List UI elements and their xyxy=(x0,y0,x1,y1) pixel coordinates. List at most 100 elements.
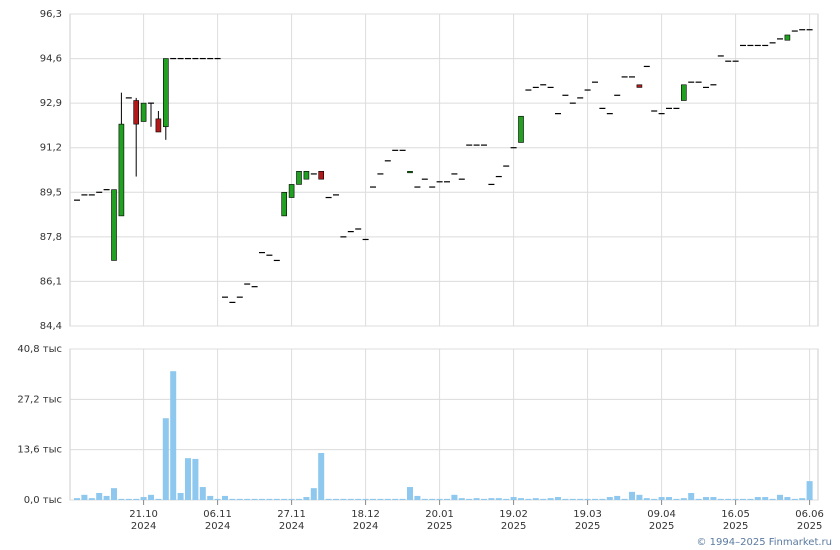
volume-bar xyxy=(436,498,443,500)
volume-bar xyxy=(806,481,813,500)
candle-body xyxy=(407,171,413,174)
volume-bar xyxy=(599,498,606,500)
volume-bar xyxy=(503,498,510,500)
volume-bar xyxy=(236,498,243,500)
volume-tick-label: 13,6 тыс xyxy=(17,445,62,456)
volume-bar xyxy=(510,497,517,500)
x-tick-label-line: 16.05 xyxy=(721,509,750,520)
volume-bar xyxy=(421,498,428,500)
volume-bar xyxy=(777,494,783,500)
candle-body xyxy=(303,171,310,180)
x-tick-label: 19.03 2025 xyxy=(573,509,602,532)
volume-bar xyxy=(207,495,214,500)
volume-bar xyxy=(273,498,280,500)
volume-bar xyxy=(111,488,117,500)
x-tick-label: 20.01 2025 xyxy=(425,509,454,532)
volume-bar xyxy=(340,498,347,500)
volume-bar xyxy=(673,498,680,500)
volume-bar xyxy=(118,498,125,500)
volume-bar xyxy=(466,498,473,500)
volume-bar xyxy=(407,487,413,500)
volume-bar xyxy=(251,498,258,500)
volume-bar xyxy=(643,498,650,500)
volume-bar xyxy=(259,498,265,500)
x-tick-label-line: 06.11 xyxy=(203,509,232,520)
volume-bar xyxy=(377,498,384,500)
volume-bar xyxy=(592,498,598,500)
volume-bar xyxy=(384,498,391,500)
volume-bar xyxy=(614,495,621,500)
x-tick-label-line: 2024 xyxy=(131,521,156,532)
volume-bar xyxy=(473,498,480,500)
y-tick-label: 91,2 xyxy=(40,143,62,154)
x-tick-label-line: 09.04 xyxy=(647,509,676,520)
y-tick-label: 94,6 xyxy=(40,54,62,65)
volume-bar xyxy=(244,498,251,500)
candle-body xyxy=(518,115,524,143)
x-tick-label-line: 20.01 xyxy=(425,509,454,520)
volume-bar xyxy=(518,498,524,500)
volume-bar xyxy=(88,498,95,500)
x-tick-label-line: 06.06 xyxy=(795,509,824,520)
volume-tick-label: 40,8 тыс xyxy=(17,344,62,355)
x-tick-label-line: 2025 xyxy=(501,521,526,532)
x-tick-label-line: 2024 xyxy=(353,521,378,532)
volume-bar xyxy=(754,497,761,500)
volume-bar xyxy=(577,498,584,500)
volume-bar xyxy=(229,498,236,500)
volume-bar xyxy=(199,487,206,500)
volume-bar xyxy=(584,498,591,500)
volume-bar xyxy=(695,498,702,500)
volume-bar xyxy=(177,492,184,500)
x-tick-label-line: 27.11 xyxy=(277,509,306,520)
x-tick-label: 06.06 2025 xyxy=(795,509,824,532)
x-tick-label-line: 2025 xyxy=(575,521,600,532)
volume-bar xyxy=(125,498,132,500)
x-tick-label-line: 2025 xyxy=(649,521,674,532)
volume-bar xyxy=(325,498,332,500)
volume-bar xyxy=(569,498,576,500)
volume-bar xyxy=(666,497,672,500)
volume-bar xyxy=(762,497,769,500)
volume-tick-label: 27,2 тыс xyxy=(17,394,62,405)
volume-bar xyxy=(414,495,421,500)
volume-bar xyxy=(621,498,628,500)
x-tick-label: 19.02 2025 xyxy=(499,509,528,532)
volume-bar xyxy=(799,498,806,500)
volume-bar xyxy=(562,498,569,500)
volume-bar xyxy=(74,498,80,500)
volume-bar xyxy=(192,458,199,500)
y-tick-label: 92,9 xyxy=(40,98,62,109)
x-tick-label-line: 18.12 xyxy=(351,509,380,520)
volume-bar xyxy=(769,498,776,500)
candle-body xyxy=(118,123,125,217)
volume-bar xyxy=(688,492,695,500)
volume-bar xyxy=(740,498,746,500)
volume-bar xyxy=(784,497,791,500)
volume-bar xyxy=(651,498,658,500)
volume-bar xyxy=(362,498,369,500)
volume-bar xyxy=(318,452,325,500)
volume-bar xyxy=(222,495,228,500)
volume-frame xyxy=(69,348,819,501)
x-tick-label: 16.05 2025 xyxy=(721,509,750,532)
volume-bar xyxy=(636,494,643,500)
candle-body xyxy=(288,184,295,198)
volume-bar xyxy=(555,497,561,500)
volume-bar xyxy=(547,498,554,500)
candle-body xyxy=(318,171,325,180)
volume-bar xyxy=(488,498,495,500)
y-tick-label: 87,8 xyxy=(40,232,62,243)
volume-bar xyxy=(495,498,502,500)
volume-bar xyxy=(148,494,154,500)
volume-bar xyxy=(703,497,709,500)
volume-bar xyxy=(140,497,147,500)
volume-bar xyxy=(133,498,140,500)
volume-bar xyxy=(162,418,169,500)
volume-bar xyxy=(392,498,399,500)
volume-bar xyxy=(347,498,354,500)
volume-bar xyxy=(747,498,754,500)
volume-bar xyxy=(96,492,103,500)
candle-body xyxy=(636,84,643,88)
